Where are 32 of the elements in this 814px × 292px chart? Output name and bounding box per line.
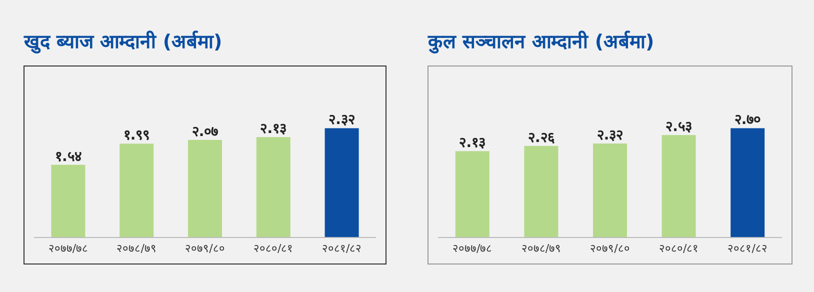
bar: [188, 140, 222, 237]
bar: [730, 128, 765, 237]
x-tick-label: २०८०/८१: [658, 242, 699, 255]
chart-title: खुद ब्याज आम्दानी (अर्बमा): [23, 30, 222, 54]
data-label: २.५३: [666, 119, 692, 136]
bar: [256, 137, 290, 237]
data-label: २.३२: [328, 112, 355, 128]
x-tick-label: २०८०/८१: [254, 242, 294, 255]
data-label: २.०७: [192, 124, 218, 140]
chart-title: कुल सञ्चालन आम्दानी (अर्बमा): [427, 30, 654, 54]
bar: [524, 146, 558, 237]
x-tick-label: २०७९/८०: [590, 242, 630, 255]
x-tick-label: २०८१/८२: [728, 242, 768, 255]
x-tick-label: २०७९/८०: [185, 242, 225, 255]
data-label: २.१३: [459, 135, 486, 152]
bar: [120, 144, 154, 237]
bar: [51, 164, 86, 237]
data-label: २.३२: [596, 128, 624, 144]
x-tick-label: २०७८/७९: [116, 242, 156, 255]
bar: [662, 135, 696, 237]
bar: [593, 144, 627, 237]
data-label: २.७०: [734, 112, 761, 128]
x-tick-label: २०७८/७९: [521, 242, 562, 255]
bar: [324, 128, 359, 237]
x-tick-label: २०७७/७८: [48, 242, 88, 255]
data-label: १.५४: [55, 148, 82, 165]
data-label: १.९९: [123, 128, 150, 144]
data-label: २.१३: [260, 121, 287, 138]
x-tick-label: २०८१/८२: [322, 242, 362, 255]
x-tick-label: २०७७/७८: [452, 242, 492, 255]
bar: [455, 151, 490, 237]
data-label: २.२६: [528, 130, 556, 146]
